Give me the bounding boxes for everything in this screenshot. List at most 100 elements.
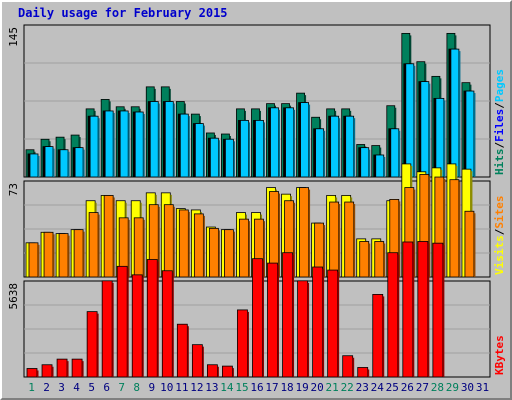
kbytes-bar-11-shade <box>187 326 189 377</box>
pages-bar-15 <box>240 119 249 178</box>
pages-bar-28 <box>435 97 445 178</box>
pages-bar-13-shade <box>218 140 220 177</box>
pages-bar-30 <box>465 90 475 178</box>
kbytes-bar-11 <box>176 323 188 378</box>
pages-bar-20-shade <box>323 130 326 177</box>
sites-bar-30 <box>464 210 475 278</box>
x-tick-15: 15 <box>235 381 248 394</box>
pages-bar-4 <box>74 147 84 178</box>
kbytes-bar-25 <box>387 252 399 378</box>
pages-bar-7-shade <box>128 112 130 177</box>
kbytes-bar-1 <box>26 368 38 378</box>
pages-bar-19-shade <box>308 104 311 177</box>
kbytes-bar-14-shade <box>232 368 234 377</box>
kbytes-bar-23-shade <box>367 369 370 377</box>
kbytes-bar-16 <box>252 258 263 378</box>
sites-bar-17-shade <box>278 193 281 277</box>
kbytes-bar-6-shade <box>112 282 114 377</box>
x-tick-30: 30 <box>461 381 474 394</box>
sites-bar-3 <box>58 233 69 278</box>
sites-bar-30-shade <box>473 213 476 277</box>
kbytes-bar-5-shade <box>97 313 99 377</box>
kbytes-bar-7-shade <box>127 268 129 377</box>
kbytes-bar-17-shade <box>277 265 280 377</box>
pages-bar-22-shade <box>353 118 356 177</box>
kbytes-bar-25-shade <box>397 254 400 377</box>
x-tick-16: 16 <box>250 381 263 394</box>
sites-bar-1-shade <box>38 244 40 277</box>
x-tick-5: 5 <box>88 381 95 394</box>
pages-bar-23 <box>360 147 370 178</box>
kbytes-bar-19-shade <box>307 282 310 377</box>
x-tick-6: 6 <box>103 381 110 394</box>
pages-bar-14 <box>225 138 234 178</box>
kbytes-bar-10 <box>161 270 173 378</box>
kbytes-bar-16-shade <box>262 260 264 377</box>
kbytes-bar-27-shade <box>427 243 430 377</box>
x-tick-29: 29 <box>446 381 459 394</box>
kbytes-bar-13-shade <box>217 366 219 377</box>
pages-bar-1-shade <box>38 155 40 177</box>
pages-bar-18-shade <box>293 109 296 177</box>
pages-bar-2 <box>44 146 54 178</box>
sites-bar-1 <box>28 242 39 278</box>
sites-bar-15 <box>239 218 249 278</box>
sites-bar-18-shade <box>293 202 296 277</box>
sites-bar-10-shade <box>173 206 175 277</box>
kbytes-bar-9 <box>146 259 158 378</box>
kbytes-bar-2-shade <box>52 366 54 377</box>
x-tick-11: 11 <box>175 381 188 394</box>
pages-bar-4-shade <box>83 149 85 177</box>
kbytes-bar-23 <box>357 367 369 378</box>
sites-bar-24-shade <box>383 243 386 277</box>
x-tick-14: 14 <box>220 381 234 394</box>
sites-bar-12 <box>193 213 204 278</box>
panel-1-ymax-label: 145 <box>7 27 20 47</box>
kbytes-bar-8-shade <box>142 276 144 377</box>
kbytes-bar-13 <box>206 364 218 378</box>
pages-bar-23-shade <box>368 149 371 177</box>
pages-bar-29-shade <box>458 51 461 177</box>
legend-item-2-2: / <box>493 228 506 235</box>
kbytes-bar-8 <box>131 274 143 378</box>
kbytes-bar-20-shade <box>322 269 325 377</box>
pages-bar-14-shade <box>233 141 235 177</box>
x-tick-9: 9 <box>148 381 155 394</box>
pages-bar-7 <box>119 110 129 178</box>
pages-bar-26-shade <box>413 65 416 177</box>
pages-bar-27 <box>420 81 430 178</box>
kbytes-bar-15-shade <box>247 311 249 377</box>
kbytes-bar-5 <box>86 311 98 378</box>
pages-bar-12 <box>194 123 204 178</box>
legend-item-1-2: / <box>493 142 506 149</box>
panel-2-legend: Visits/Sites <box>493 196 506 276</box>
sites-bar-10 <box>163 204 174 278</box>
kbytes-bar-6 <box>101 280 113 378</box>
pages-bar-16-shade <box>263 122 265 177</box>
legend-item-1-4: / <box>493 102 506 109</box>
sites-bar-23 <box>359 241 370 278</box>
sites-bar-3-shade <box>68 235 70 277</box>
legend-item-2-1: Visits <box>493 235 506 275</box>
x-tick-22: 22 <box>341 381 354 394</box>
kbytes-bar-10-shade <box>172 272 174 377</box>
kbytes-bar-3 <box>56 358 68 378</box>
sites-bar-16-shade <box>263 221 265 277</box>
x-tick-24: 24 <box>371 381 385 394</box>
sites-bar-27-shade <box>428 176 431 277</box>
panel-3-legend: KBytes <box>493 335 506 375</box>
sites-bar-21 <box>329 201 340 278</box>
sites-bar-28-shade <box>443 179 446 277</box>
x-tick-4: 4 <box>73 381 80 394</box>
x-tick-28: 28 <box>431 381 444 394</box>
sites-bar-8-shade <box>143 219 145 277</box>
pages-bar-24-shade <box>383 156 386 177</box>
pages-bar-22 <box>345 115 355 178</box>
x-tick-26: 26 <box>401 381 414 394</box>
sites-bar-25-shade <box>398 201 401 277</box>
pages-bar-8 <box>134 111 144 178</box>
sites-bar-21-shade <box>338 204 341 277</box>
sites-bar-12-shade <box>203 215 205 277</box>
sites-bar-15-shade <box>248 221 250 277</box>
